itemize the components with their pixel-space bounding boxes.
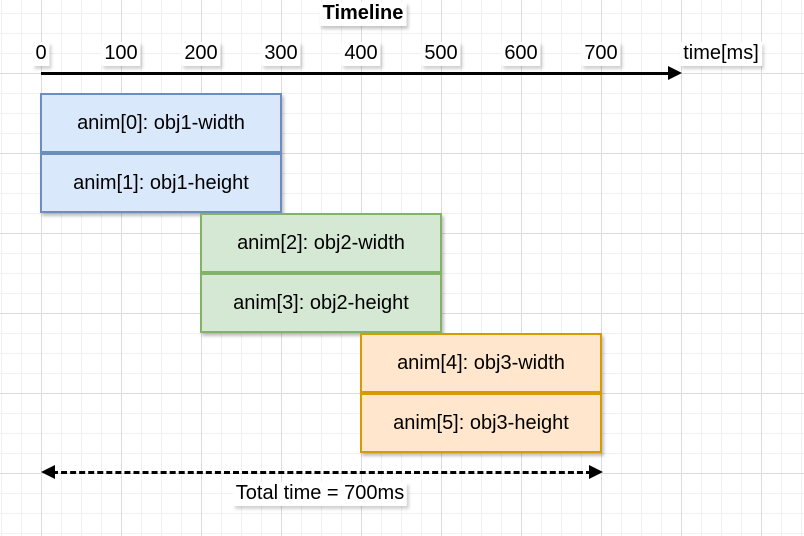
- total-time-label: Total time = 700ms: [232, 482, 408, 506]
- axis-tick-label: 200: [181, 42, 221, 66]
- anim-block: anim[2]: obj2-width: [200, 213, 442, 273]
- time-axis-arrowhead-icon: [668, 66, 682, 80]
- axis-tick-label: 100: [101, 42, 141, 66]
- axis-unit-label: time[ms]: [680, 42, 762, 66]
- axis-tick-label: 400: [341, 42, 381, 66]
- anim-block: anim[0]: obj1-width: [40, 93, 282, 153]
- anim-block: anim[3]: obj2-height: [200, 273, 442, 333]
- arrowhead-left-icon: [41, 465, 55, 479]
- total-time-arrow: [41, 465, 603, 480]
- arrowhead-right-icon: [589, 465, 603, 479]
- anim-block: anim[5]: obj3-height: [360, 393, 602, 453]
- diagram-title: Timeline: [319, 2, 407, 26]
- axis-tick-label: 300: [261, 42, 301, 66]
- time-axis-line: [41, 72, 669, 75]
- axis-tick-label: 600: [501, 42, 541, 66]
- axis-tick-label: 0: [32, 42, 50, 66]
- anim-block: anim[4]: obj3-width: [360, 333, 602, 393]
- axis-tick-label: 500: [421, 42, 461, 66]
- axis-tick-label: 700: [581, 42, 621, 66]
- dashed-line: [52, 471, 592, 474]
- anim-block: anim[1]: obj1-height: [40, 153, 282, 213]
